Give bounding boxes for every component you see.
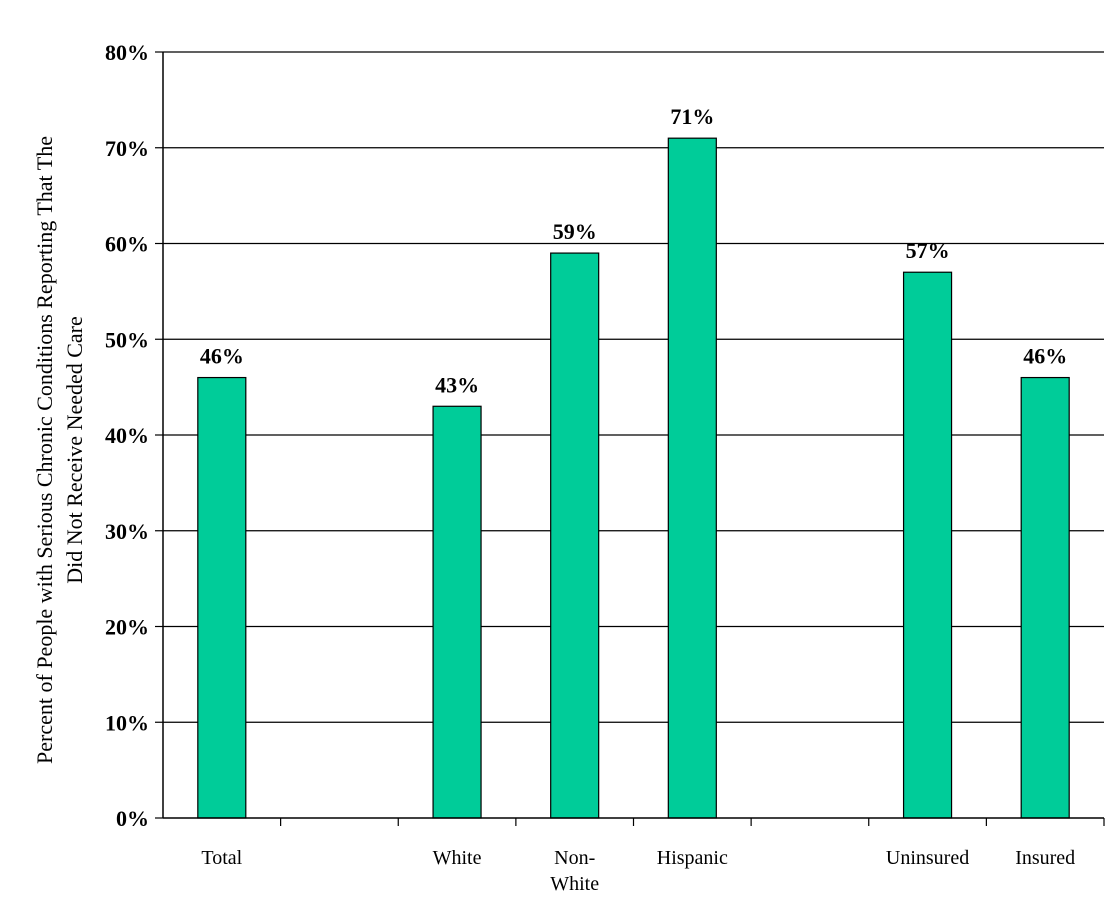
data-label: 46% bbox=[200, 344, 244, 369]
bar bbox=[550, 252, 600, 819]
x-category-label: White bbox=[433, 847, 482, 869]
y-tick-label: 40% bbox=[105, 423, 149, 448]
bar bbox=[667, 137, 717, 819]
y-axis-title: Percent of People with Serious Chronic C… bbox=[32, 136, 87, 764]
data-label: 57% bbox=[906, 238, 950, 263]
data-label: 43% bbox=[435, 372, 479, 397]
x-category-label: Uninsured bbox=[886, 847, 969, 869]
y-tick-label: 30% bbox=[105, 519, 149, 544]
y-tick-label: 0% bbox=[116, 806, 149, 831]
data-label: 46% bbox=[1023, 344, 1067, 369]
bar bbox=[197, 376, 247, 819]
bar bbox=[432, 405, 482, 819]
y-tick-label: 10% bbox=[105, 710, 149, 735]
x-category-label: White bbox=[550, 873, 599, 895]
data-label: 71% bbox=[670, 104, 714, 129]
y-tick-label: 50% bbox=[105, 327, 149, 352]
x-category-label: Total bbox=[201, 847, 242, 869]
y-axis-title-line: Did Not Receive Needed Care bbox=[62, 316, 87, 584]
bars bbox=[197, 137, 1070, 819]
bar bbox=[1020, 376, 1070, 819]
x-category-label: Insured bbox=[1015, 847, 1075, 869]
gridlines bbox=[163, 51, 1104, 723]
data-labels: 46% 43% 59% 71% 57% 46% bbox=[200, 104, 1067, 397]
bar bbox=[902, 271, 953, 819]
y-tick-label: 20% bbox=[105, 615, 149, 640]
y-tick-label: 60% bbox=[105, 232, 149, 257]
y-tick-label: 80% bbox=[105, 40, 149, 65]
x-category-labels: Total White Non- White Hispanic Uninsured Insu… bbox=[201, 847, 1075, 895]
y-tick-labels: 0% 10% 20% 30% 40% 50% 60% 70% 80% bbox=[105, 40, 149, 831]
y-tick-label: 70% bbox=[105, 136, 149, 161]
axes bbox=[155, 51, 1105, 826]
x-category-label: Hispanic bbox=[657, 847, 728, 869]
y-axis-title-line: Percent of People with Serious Chronic C… bbox=[32, 136, 57, 764]
data-label: 59% bbox=[553, 219, 597, 244]
x-category-label: Non- bbox=[554, 847, 595, 869]
